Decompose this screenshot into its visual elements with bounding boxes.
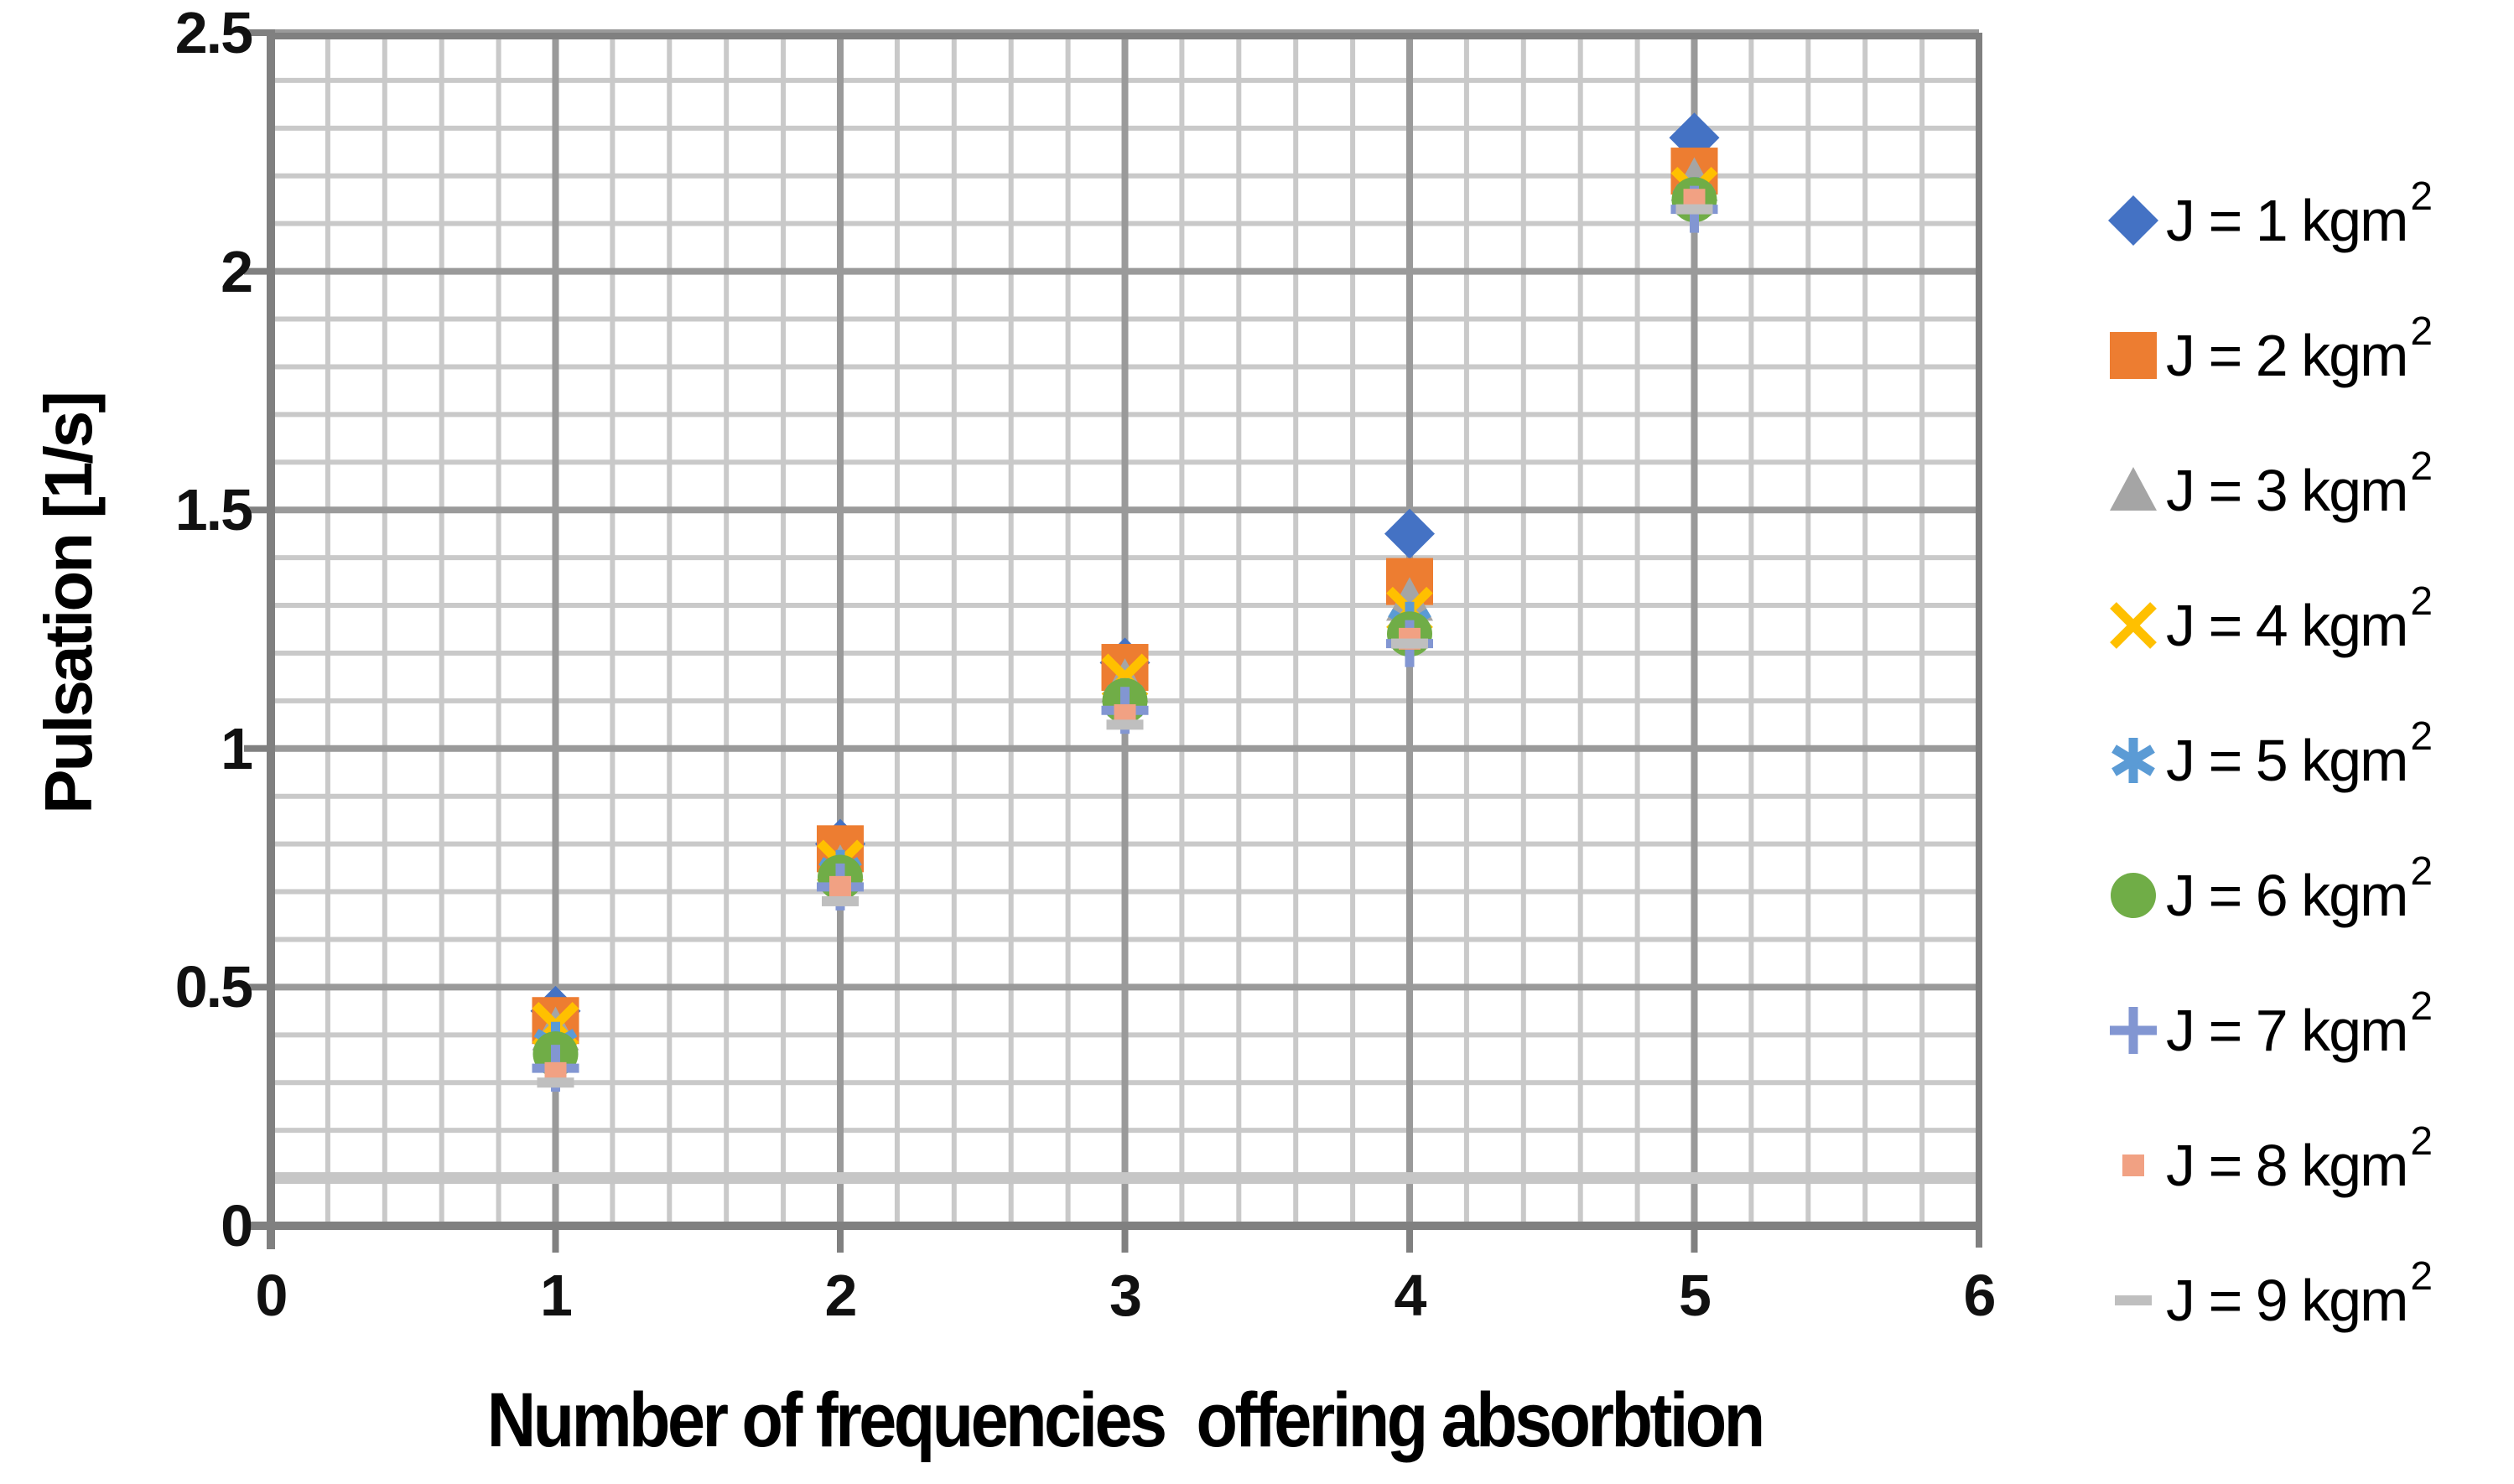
data-point-dash <box>1106 719 1144 730</box>
legend-label: J = 9 kgm <box>2166 1267 2408 1333</box>
data-point-dash <box>1675 204 1713 215</box>
legend-item: J = 4 kgm 2 <box>2101 558 2433 693</box>
legend-item: J = 9 kgm 2 <box>2101 1232 2433 1367</box>
legend-item: J = 8 kgm 2 <box>2101 1097 2433 1232</box>
data-point-dash <box>537 1077 574 1088</box>
y-tick-label: 2.5 <box>174 0 253 65</box>
x-tick-label: 4 <box>1394 1263 1427 1328</box>
y-tick-label: 1.5 <box>174 477 253 543</box>
legend-marker-small-square-icon <box>2122 1154 2144 1176</box>
legend-label: J = 4 kgm <box>2166 592 2408 658</box>
data-point-dash <box>1391 638 1428 649</box>
legend-marker-triangle-icon <box>2110 466 2157 511</box>
data-point-diamond <box>2108 195 2158 246</box>
data-point-small-square <box>2122 1154 2144 1176</box>
legend-label-superscript: 2 <box>2410 849 2433 894</box>
legend-label-superscript: 2 <box>2410 1119 2433 1164</box>
x-axis-title: Number of frequencies offering absorbtio… <box>271 1377 1979 1465</box>
legend-item: J = 5 kgm 2 <box>2101 693 2433 828</box>
data-point-square <box>2110 331 2157 379</box>
x-tick-label: 3 <box>1109 1263 1142 1328</box>
legend-label-superscript: 2 <box>2410 579 2433 624</box>
data-point-triangle <box>1386 577 1433 621</box>
y-tick-label: 0.5 <box>174 954 253 1020</box>
data-point-diamond <box>1384 508 1435 559</box>
x-tick-label: 2 <box>824 1263 858 1328</box>
legend-item: J = 7 kgm 2 <box>2101 963 2433 1097</box>
y-tick-label: 2 <box>221 238 253 304</box>
legend-item: J = 1 kgm 2 <box>2101 153 2433 288</box>
legend-item: J = 2 kgm 2 <box>2101 288 2433 423</box>
data-point-dash <box>822 895 859 906</box>
x-tick-label: 1 <box>540 1263 573 1328</box>
legend-label: J = 3 kgm <box>2166 457 2408 523</box>
legend-marker-dash-icon <box>2115 1295 2152 1305</box>
legend-item: J = 3 kgm 2 <box>2101 423 2433 558</box>
plot-area <box>244 29 1982 1253</box>
legend-marker-x-icon <box>2110 601 2157 649</box>
legend-label-superscript: 2 <box>2410 444 2433 489</box>
legend-label-superscript: 2 <box>2410 1254 2433 1299</box>
legend: J = 1 kgm 2 J = 2 kgm 2 J = 3 kgm 2 J = 4 kgm 2… <box>2101 153 2433 1367</box>
legend-label-superscript: 2 <box>2410 174 2433 219</box>
data-point-dash <box>2115 1295 2152 1305</box>
legend-label: J = 6 kgm <box>2166 862 2408 928</box>
y-axis-title: Pulsation [1/s] <box>31 393 106 814</box>
legend-label-superscript: 2 <box>2410 309 2433 354</box>
data-point-small-square <box>829 875 851 898</box>
x-tick-label: 5 <box>1679 1263 1711 1328</box>
data-point-circle <box>2111 872 2156 918</box>
legend-marker-plus-icon <box>2110 1006 2157 1054</box>
reference-band <box>271 1172 1979 1185</box>
legend-item: J = 6 kgm 2 <box>2101 828 2433 963</box>
legend-marker-square-icon <box>2110 331 2157 379</box>
legend-label: J = 2 kgm <box>2166 322 2408 388</box>
legend-marker-asterisk-icon <box>2111 737 2155 783</box>
legend-label-superscript: 2 <box>2410 984 2433 1029</box>
legend-label: J = 7 kgm <box>2166 997 2408 1063</box>
legend-marker-diamond-icon <box>2108 195 2158 246</box>
data-point-triangle <box>2110 466 2157 511</box>
legend-label-superscript: 2 <box>2410 714 2433 759</box>
legend-marker-circle-icon <box>2111 872 2156 918</box>
x-tick-label: 0 <box>255 1263 288 1328</box>
legend-label: J = 5 kgm <box>2166 727 2408 793</box>
data-point-asterisk <box>2111 744 2155 776</box>
y-tick-label: 1 <box>221 715 253 781</box>
x-tick-label: 6 <box>1963 1263 1997 1328</box>
legend-label: J = 1 kgm <box>2166 187 2408 253</box>
y-tick-label: 0 <box>221 1193 253 1258</box>
x-axis-title-text: Number of frequencies offering absorbtio… <box>487 1378 1766 1463</box>
legend-label: J = 8 kgm <box>2166 1132 2408 1198</box>
data-point-x <box>2110 601 2157 649</box>
